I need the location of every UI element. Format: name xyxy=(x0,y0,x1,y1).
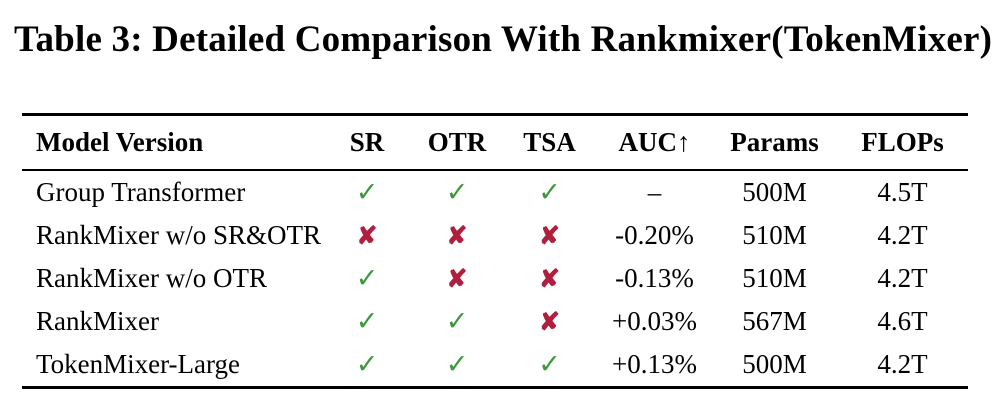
tsa-cell: ✓ xyxy=(502,170,597,214)
params-cell: 500M xyxy=(742,349,807,379)
table-body: Group Transformer ✓ ✓ ✓ – 500M 4.5T RankMixer w… xyxy=(22,170,968,388)
check-icon: ✓ xyxy=(355,263,379,293)
cross-icon: ✘ xyxy=(539,266,560,293)
column-header-flops: FLOPs xyxy=(837,114,968,171)
tsa-cell: ✘ xyxy=(502,257,597,300)
table-row: RankMixer ✓ ✓ ✘ +0.03% 567M 4.6T xyxy=(22,300,968,343)
auc-cell: -0.13% xyxy=(615,263,694,293)
column-header-params: Params xyxy=(712,114,837,171)
otr-cell: ✓ xyxy=(412,343,502,388)
comparison-table: Model Version SR OTR TSA AUC↑ Params FLO… xyxy=(22,113,968,389)
cross-icon: ✘ xyxy=(446,223,468,250)
auc-cell: -0.20% xyxy=(615,220,694,250)
model-version-cell: Group Transformer xyxy=(36,177,246,207)
otr-cell: ✘ xyxy=(412,214,502,257)
cross-icon: ✘ xyxy=(446,266,468,293)
header-row: Model Version SR OTR TSA AUC↑ Params FLO… xyxy=(22,114,968,171)
sr-cell: ✓ xyxy=(322,300,412,343)
check-icon: ✓ xyxy=(538,177,561,207)
check-icon: ✓ xyxy=(445,349,469,379)
column-header-sr: SR xyxy=(322,114,412,171)
flops-cell: 4.2T xyxy=(877,263,928,293)
cross-icon: ✘ xyxy=(539,223,560,250)
params-cell: 510M xyxy=(742,220,807,250)
sr-cell: ✓ xyxy=(322,170,412,214)
column-header-tsa: TSA xyxy=(502,114,597,171)
flops-cell: 4.6T xyxy=(877,306,928,336)
tsa-cell: ✓ xyxy=(502,343,597,388)
flops-cell: 4.2T xyxy=(877,220,928,250)
table-caption: Table 3: Detailed Comparison With Rankmi… xyxy=(14,19,993,60)
cross-icon: ✘ xyxy=(356,223,378,250)
otr-cell: ✘ xyxy=(412,257,502,300)
column-header-otr: OTR xyxy=(412,114,502,171)
sr-cell: ✘ xyxy=(322,214,412,257)
check-icon: ✓ xyxy=(538,349,561,379)
column-header-auc: AUC↑ xyxy=(597,114,712,171)
table-row: TokenMixer-Large ✓ ✓ ✓ +0.13% 500M 4.2T xyxy=(22,343,968,388)
check-icon: ✓ xyxy=(355,177,379,207)
table-row: RankMixer w/o SR&OTR ✘ ✘ ✘ -0.20% 510M 4.2T xyxy=(22,214,968,257)
check-icon: ✓ xyxy=(355,306,379,336)
model-version-cell: RankMixer w/o SR&OTR xyxy=(36,220,322,250)
otr-cell: ✓ xyxy=(412,300,502,343)
tsa-cell: ✘ xyxy=(502,214,597,257)
params-cell: 510M xyxy=(742,263,807,293)
params-cell: 567M xyxy=(742,306,807,336)
sr-cell: ✓ xyxy=(322,257,412,300)
table-row: RankMixer w/o OTR ✓ ✘ ✘ -0.13% 510M 4.2T xyxy=(22,257,968,300)
flops-cell: 4.5T xyxy=(877,177,928,207)
flops-cell: 4.2T xyxy=(877,349,928,379)
params-cell: 500M xyxy=(742,177,807,207)
check-icon: ✓ xyxy=(445,177,469,207)
column-header-model-version: Model Version xyxy=(22,114,322,171)
model-version-cell: TokenMixer-Large xyxy=(36,349,240,379)
auc-cell: – xyxy=(647,177,662,207)
model-version-cell: RankMixer xyxy=(36,306,159,336)
tsa-cell: ✘ xyxy=(502,300,597,343)
check-icon: ✓ xyxy=(445,306,469,336)
table-row: Group Transformer ✓ ✓ ✓ – 500M 4.5T xyxy=(22,170,968,214)
sr-cell: ✓ xyxy=(322,343,412,388)
cross-icon: ✘ xyxy=(539,309,560,336)
auc-cell: +0.03% xyxy=(612,306,697,336)
table-header: Model Version SR OTR TSA AUC↑ Params FLO… xyxy=(22,114,968,171)
otr-cell: ✓ xyxy=(412,170,502,214)
check-icon: ✓ xyxy=(355,349,379,379)
model-version-cell: RankMixer w/o OTR xyxy=(36,263,267,293)
auc-cell: +0.13% xyxy=(612,349,697,379)
